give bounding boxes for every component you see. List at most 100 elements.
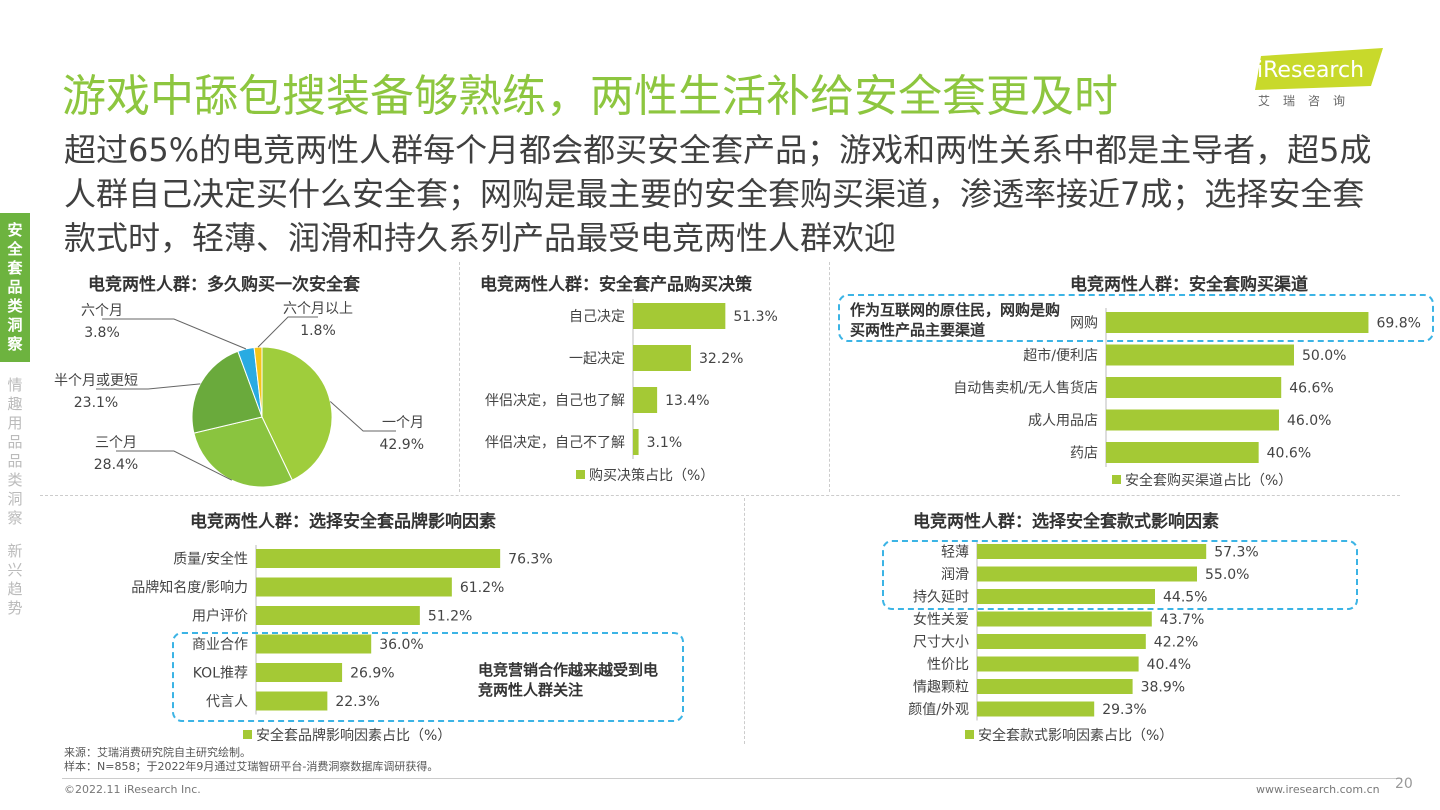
bar-value-label: 61.2% [460,580,504,596]
bar [1106,442,1259,463]
bar [633,345,691,371]
page-subtitle: 超过65%的电竞两性人群每个月都会都买安全套产品；游戏和两性关系中都是主导者，超… [64,131,1372,257]
pie-slice [191,350,263,434]
pie-value-label: 42.9% [380,437,424,453]
bar-category-label: 伴侣决定，自己不了解 [485,435,625,451]
bar-category-label: 品牌知名度/影响力 [131,579,248,596]
bar [633,303,726,329]
bar-value-label: 43.7% [1160,612,1204,628]
pie-slice [253,346,263,418]
bar-value-label: 69.8% [1376,316,1420,332]
chart-title-purchase-decision: 电竞两性人群：安全套产品购买决策 [480,275,752,295]
pie-value-label: 1.8% [300,323,336,339]
copyright: ©2022.11 iResearch Inc. [64,783,201,796]
sample-note: 样本：N=858；于2022年9月通过艾瑞智研平台-消费洞察数据库调研获得。 [64,760,439,773]
nav-item[interactable]: 新兴趋势 [7,542,23,617]
legend-label: 安全套款式影响因素占比（%） [978,727,1173,744]
bar-value-label: 38.9% [1141,680,1185,696]
logo-text: iResearch [1257,58,1364,83]
bar-category-label: 超市/便利店 [1023,347,1098,364]
bar-category-label: 代言人 [206,694,248,710]
chart-title-purchase-frequency: 电竞两性人群：多久购买一次安全套 [88,275,360,295]
bar [256,549,501,568]
callout-online-channel [838,294,1434,342]
bar-value-label: 50.0% [1302,348,1346,364]
bar-category-label: 尺寸大小 [913,635,969,651]
bar [256,663,343,682]
callout-online-channel-text: 作为互联网的原住民，网购是购买两性产品主要渠道 [850,300,1061,340]
bar-category-label: 女性关爱 [913,611,969,628]
pie-leader-line [116,450,233,481]
bar-category-label: 颜值/外观 [908,702,969,718]
bar-category-label: 自己决定 [569,309,625,325]
bar-category-label: 性价比 [927,657,969,673]
bar-value-label: 55.0% [1205,567,1249,583]
bar-value-label: 46.0% [1287,413,1331,429]
legend-swatch [965,730,974,739]
bar-category-label: 润滑 [941,566,969,583]
pie-chart-purchase-frequency: 一个月 42.9% 三个月 28.4% 半个月或更短 23.1% 六个月 3.8% 六个月以上 1… [54,301,424,488]
bar-value-label: 26.9% [350,666,394,682]
bar-value-label: 40.4% [1147,657,1191,673]
bar-category-label: 网购 [1070,316,1098,332]
legend-label: 安全套购买渠道占比（%） [1125,472,1292,489]
chart-title-purchase-channel: 电竞两性人群：安全套购买渠道 [1070,275,1308,295]
bar [977,656,1139,672]
bar [977,544,1207,559]
bar-value-label: 3.1% [647,435,683,451]
pie-leader-line [257,316,318,348]
bar-value-label: 46.6% [1289,381,1333,397]
section-divider [744,498,745,744]
bar-category-label: 质量/安全性 [173,551,248,568]
footer-divider [62,778,1402,779]
bar-value-label: 51.2% [428,609,472,625]
bar [977,701,1095,717]
pie-leader-line [329,401,396,432]
bar-value-label: 36.0% [379,637,423,653]
nav-item[interactable]: 情趣用品品类洞察 [7,376,23,527]
callout-esports-marketing [172,632,684,722]
logo-subtext: 艾瑞咨询 [1258,94,1359,108]
bar [1106,312,1369,333]
pie-category-label: 一个月 [382,415,424,431]
callout-esports-marketing-text: 电竞营销合作越来越受到电竞两性人群关注 [478,661,659,699]
bar-category-label: 用户评价 [192,608,248,625]
bar-category-label: 轻薄 [941,545,969,561]
bar-value-label: 57.3% [1214,545,1258,561]
pie-category-label: 三个月 [95,435,137,451]
bar [256,577,452,597]
page-title: 游戏中舔包搜装备够熟练，两性生活补给安全套更及时 [62,71,1118,122]
bar-category-label: 持久延时 [913,590,969,606]
callout-top-styles [882,540,1358,610]
bar [633,429,639,455]
bar-chart-purchase-decision: 自己决定 51.3% 一起决定 32.2% 伴侣决定，自己也了解 13.4% 伴侣决定，自己… [485,299,778,484]
bar-category-label: 成人用品店 [1028,413,1098,429]
bar [977,634,1146,649]
bar-value-label: 42.2% [1154,635,1198,651]
bar-chart-style-factors: 轻薄 57.3% 润滑 55.0% 持久延时 44.5% 女性关爱 43.7% 尺寸大小 42.2… [908,540,1259,744]
pie-slice [261,346,333,481]
bar-value-label: 22.3% [335,694,379,710]
bar [1106,377,1282,398]
pie-leader-line [102,318,247,350]
pie-value-label: 23.1% [74,395,118,411]
pie-leader-line [96,383,201,390]
nav-item-active[interactable]: 安全套品类洞察 [0,213,30,362]
bar-value-label: 76.3% [508,552,552,568]
bar-category-label: 自动售卖机/无人售货店 [953,380,1098,397]
side-navigation: 安全套品类洞察 情趣用品品类洞察 新兴趋势 [0,213,30,618]
chart-title-brand-factors: 电竞两性人群：选择安全套品牌影响因素 [190,512,496,532]
pie-value-label: 3.8% [84,325,120,341]
bar [256,691,328,711]
bar-category-label: KOL推荐 [193,666,248,682]
footer-source: 来源：艾瑞消费研究院自主研究绘制。 样本：N=858；于2022年9月通过艾瑞智… [64,746,438,774]
website-link[interactable]: www.iresearch.com.cn [1256,783,1380,796]
bar [256,634,372,654]
iresearch-logo: iResearch [1255,48,1383,90]
bar [1106,409,1279,431]
pie-value-label: 28.4% [94,457,138,473]
source-note: 来源：艾瑞消费研究院自主研究绘制。 [64,746,251,759]
section-divider [829,262,830,492]
section-divider [40,495,1400,496]
bar-category-label: 情趣颗粒 [913,680,969,696]
